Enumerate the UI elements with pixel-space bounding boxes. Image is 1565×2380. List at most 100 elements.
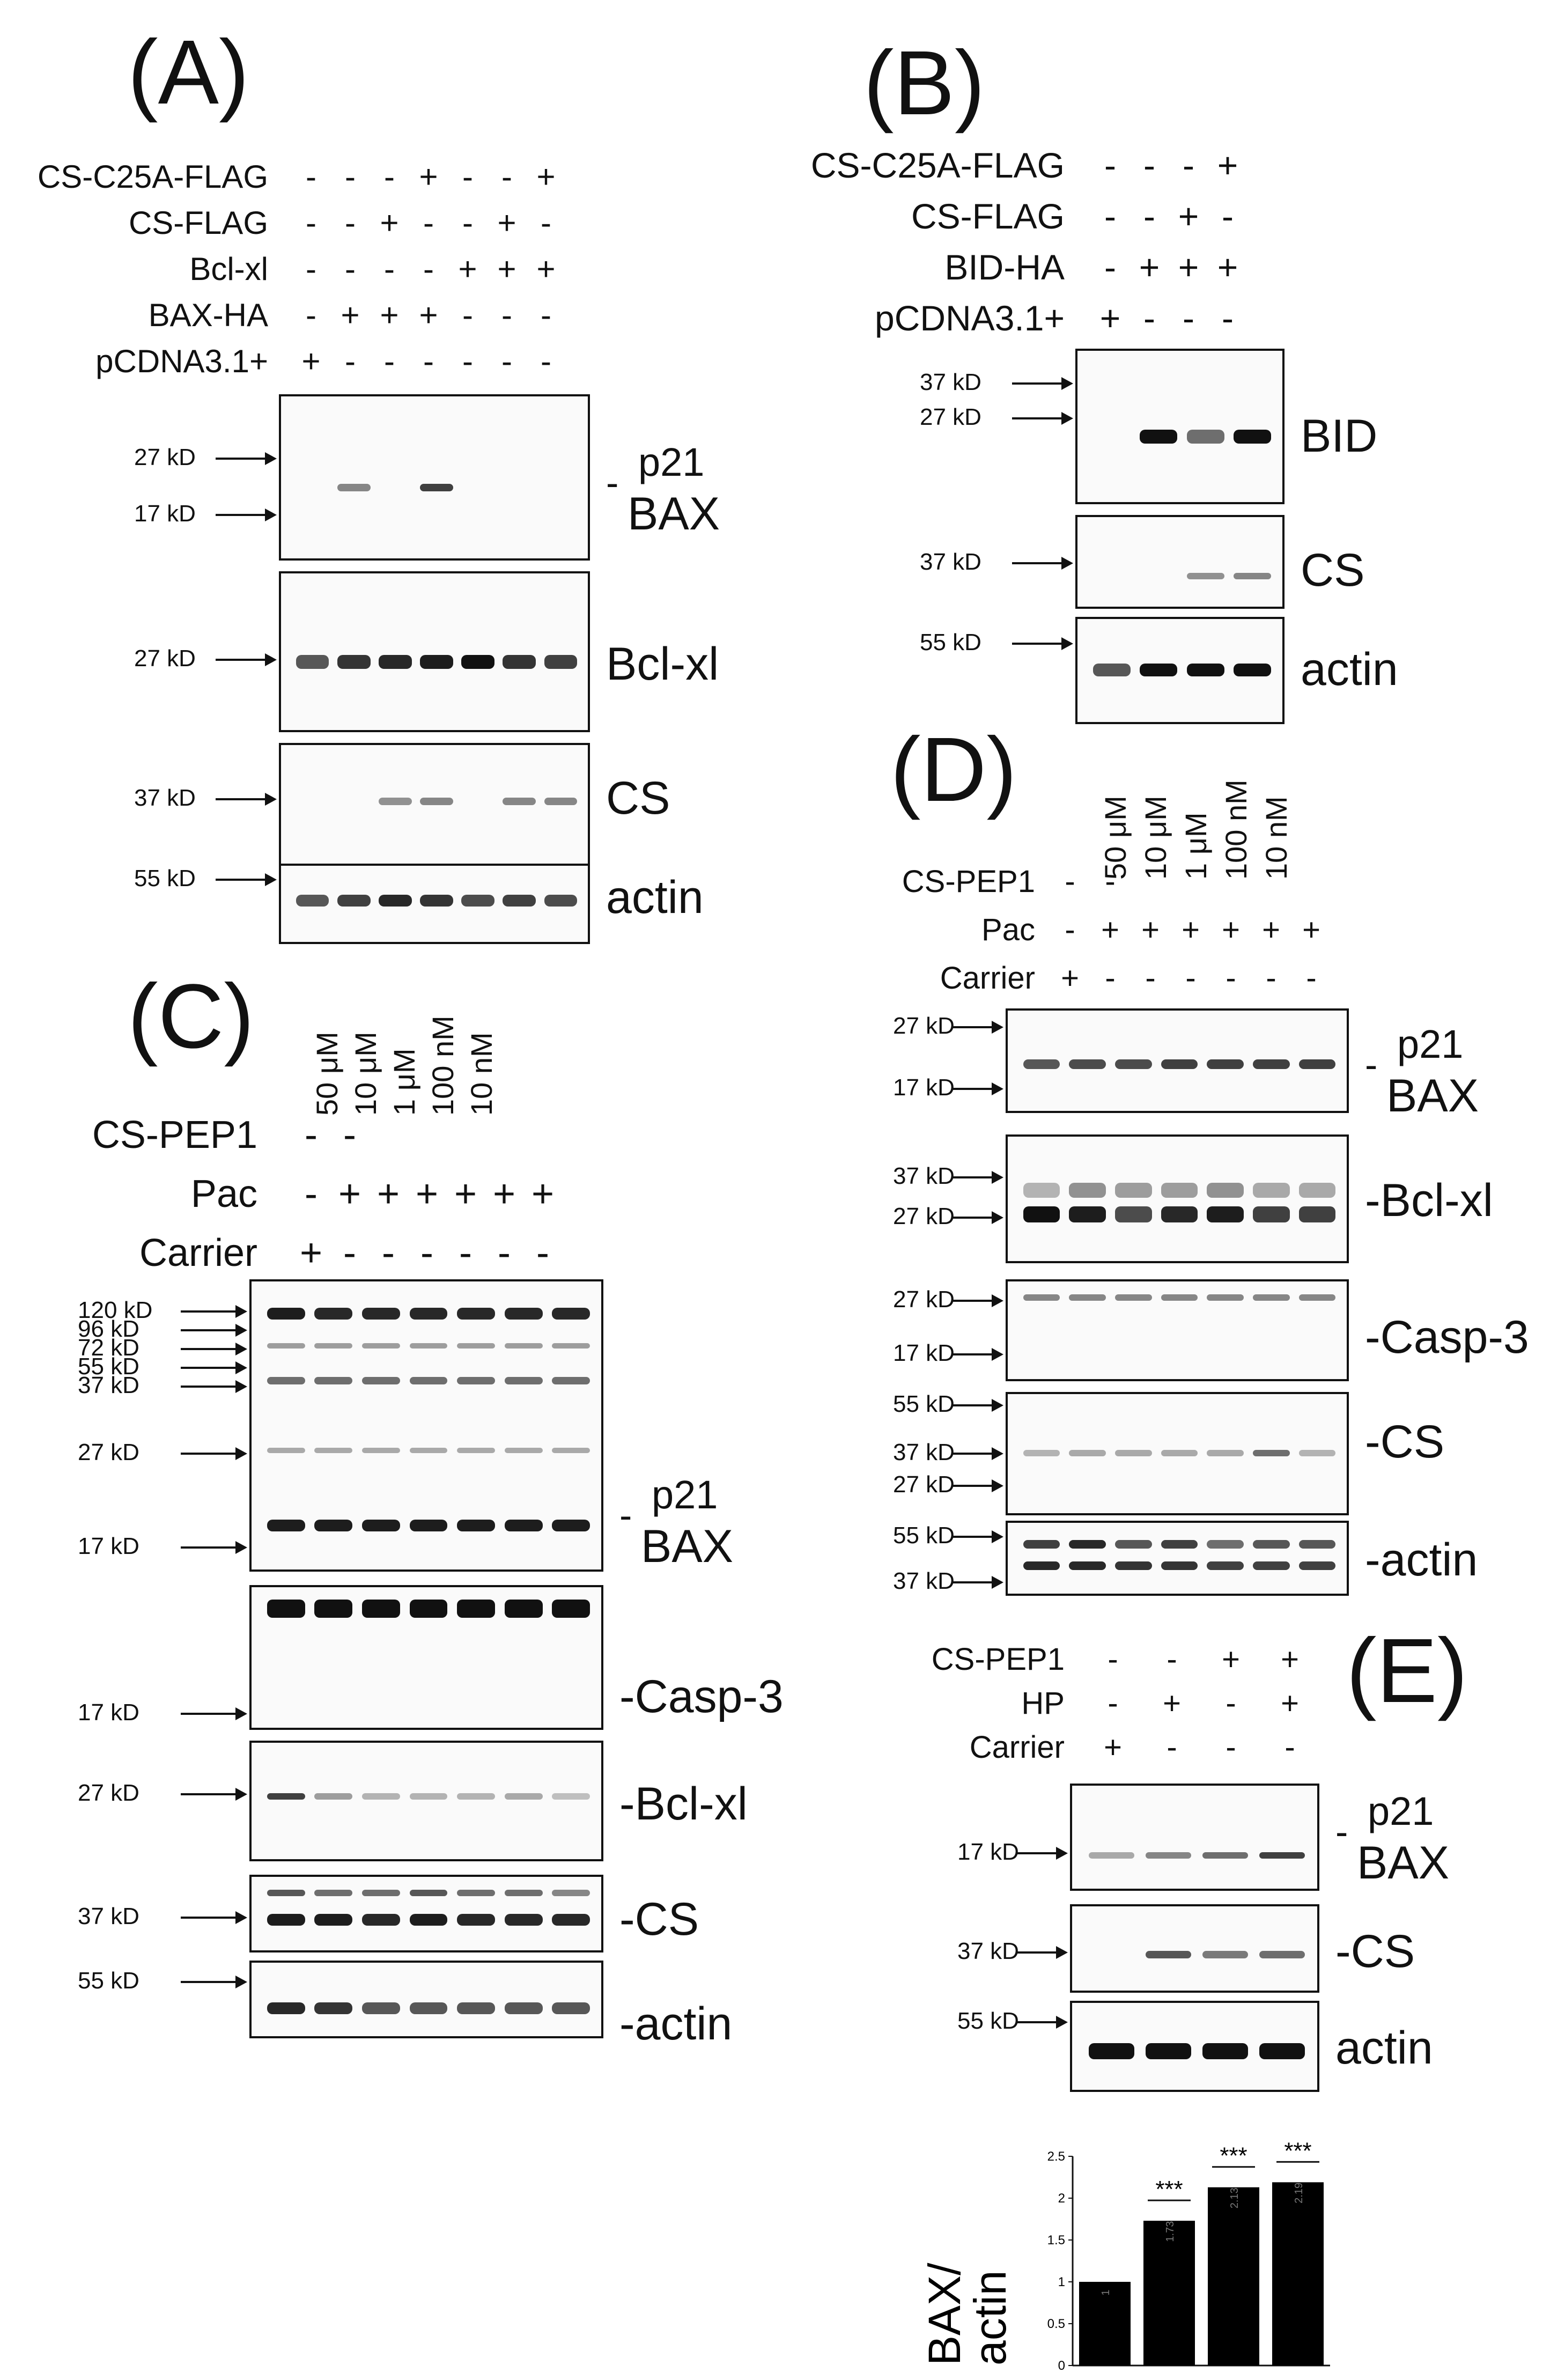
protein-band: [409, 2002, 448, 2014]
condition-sign: +: [380, 205, 399, 241]
protein-band: [1145, 1852, 1191, 1859]
y-tick-label: 1.5: [1047, 2233, 1065, 2248]
condition-sign: -: [459, 1232, 472, 1274]
protein-band: [1161, 1561, 1198, 1570]
marker-arrow: [1012, 637, 1073, 650]
protein-band: [1161, 1294, 1198, 1301]
blot-box: [1006, 1521, 1349, 1596]
protein-band: [552, 1520, 590, 1531]
blot-box: [279, 743, 590, 872]
protein-band: [1088, 2043, 1134, 2059]
condition-sign: +: [419, 297, 438, 333]
condition-sign: +: [415, 1173, 439, 1215]
condition-sign: +: [1222, 1642, 1240, 1677]
marker-arrow: [953, 1530, 1003, 1543]
condition-label: Bcl-xl: [189, 251, 268, 287]
blot-label-dash: -: [1335, 1811, 1348, 1853]
blot-label: Bcl-xl: [606, 638, 719, 690]
protein-band: [544, 798, 578, 805]
protein-band: [420, 895, 453, 907]
molecular-weight-marker: 17 kD: [893, 1340, 955, 1366]
molecular-weight-marker: 55 kD: [893, 1391, 955, 1417]
marker-arrow: [181, 1361, 247, 1374]
protein-band: [1202, 1852, 1249, 1859]
protein-band: [1298, 1183, 1336, 1198]
concentration-label: 1 μM: [387, 1048, 421, 1116]
y-tick-label: 0: [1058, 2359, 1065, 2373]
protein-band: [1298, 1540, 1336, 1549]
protein-band: [1115, 1540, 1152, 1549]
protein-band: [409, 1793, 448, 1800]
condition-sign: -: [1226, 1730, 1236, 1765]
condition-sign: -: [343, 1114, 356, 1156]
concentration-label: 1 μM: [1179, 812, 1213, 880]
protein-band: [1069, 1561, 1106, 1570]
condition-sign: -: [423, 251, 434, 287]
protein-band: [1023, 1561, 1060, 1570]
protein-band: [1115, 1183, 1152, 1198]
molecular-weight-marker: 72 kD: [78, 1335, 139, 1361]
protein-band: [409, 1520, 448, 1531]
molecular-weight-marker: 37 kD: [957, 1938, 1019, 1964]
protein-band: [267, 1308, 305, 1320]
condition-sign: -: [541, 297, 551, 333]
molecular-weight-marker: 37 kD: [134, 785, 196, 811]
condition-sign: -: [1306, 961, 1317, 996]
protein-band: [1298, 1294, 1336, 1301]
protein-band: [1253, 1206, 1290, 1222]
protein-band: [1023, 1183, 1060, 1198]
data-label: 2.13: [1229, 2187, 1241, 2208]
blot-box: [1070, 1784, 1319, 1891]
significance-label: ***: [1284, 2138, 1311, 2164]
protein-band: [362, 1914, 400, 1926]
y-axis-label: BAX/: [919, 2263, 970, 2366]
condition-sign: +: [377, 1173, 400, 1215]
blot-box: [1006, 1134, 1349, 1263]
protein-band: [552, 1343, 590, 1349]
protein-band: [409, 1890, 448, 1896]
condition-sign: -: [541, 343, 551, 379]
protein-band: [552, 1914, 590, 1926]
blot-label: -actin: [1365, 1534, 1478, 1586]
protein-band: [1161, 1540, 1198, 1549]
protein-band: [1253, 1450, 1290, 1456]
protein-band: [314, 1448, 353, 1453]
condition-label: Carrier: [139, 1232, 257, 1274]
condition-label: CS-PEP1: [931, 1642, 1065, 1677]
protein-band: [267, 1793, 305, 1800]
protein-band: [420, 655, 453, 669]
condition-sign: +: [1281, 1642, 1299, 1677]
protein-band: [409, 1914, 448, 1926]
condition-sign: -: [1105, 961, 1116, 996]
marker-arrow: [181, 1324, 247, 1337]
protein-band: [1207, 1561, 1244, 1570]
data-label: 2.19: [1293, 2183, 1305, 2204]
molecular-weight-marker: 27 kD: [893, 1203, 955, 1229]
protein-band: [1023, 1206, 1060, 1222]
protein-band: [409, 1308, 448, 1320]
protein-band: [544, 655, 578, 669]
molecular-weight-marker: 55 kD: [78, 1353, 139, 1380]
marker-arrow: [216, 873, 277, 886]
condition-sign: -: [423, 343, 434, 379]
blot-box: [249, 1741, 603, 1861]
condition-sign: -: [536, 1232, 549, 1274]
blot-box: [249, 1961, 603, 2038]
condition-sign: -: [462, 297, 473, 333]
condition-sign: -: [306, 205, 316, 241]
blot-label-top: p21: [1397, 1022, 1464, 1066]
protein-band: [337, 484, 371, 491]
protein-band: [1069, 1540, 1106, 1549]
condition-sign: -: [1143, 298, 1155, 338]
blot-label: actin: [1335, 2022, 1433, 2074]
condition-sign: -: [498, 1232, 511, 1274]
concentration-label: 100 nM: [1219, 779, 1253, 880]
data-label: 1: [1100, 2289, 1112, 2295]
protein-band: [504, 1308, 543, 1320]
protein-band: [457, 1343, 495, 1349]
molecular-weight-marker: 37 kD: [920, 369, 981, 395]
protein-band: [457, 1520, 495, 1531]
condition-sign: +: [1104, 1730, 1122, 1765]
protein-band: [1161, 1450, 1198, 1456]
condition-sign: +: [531, 1173, 555, 1215]
